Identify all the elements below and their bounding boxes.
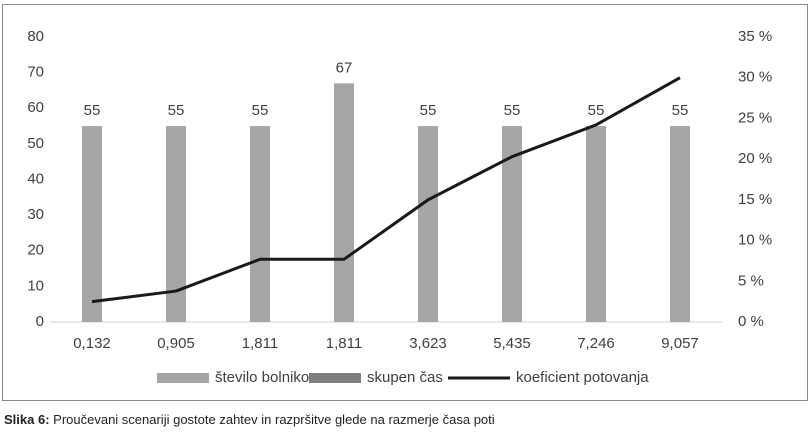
legend-label: skupen čas	[367, 369, 443, 386]
bar	[250, 126, 270, 322]
data-label: 55	[168, 102, 185, 119]
y-tick-label: 70	[27, 64, 44, 81]
data-label: 55	[252, 102, 269, 119]
y-tick-label: 50	[27, 135, 44, 152]
y2-tick-label: 20 %	[738, 150, 772, 167]
data-label: 55	[588, 102, 605, 119]
legend-label: število bolnikov	[215, 369, 317, 386]
y2-tick-label: 0 %	[738, 313, 764, 330]
legend-swatch	[157, 373, 209, 383]
chart-frame	[2, 4, 808, 401]
bar	[418, 126, 438, 322]
caption-text: Proučevani scenariji gostote zahtev in r…	[50, 412, 495, 427]
bar	[334, 83, 354, 322]
x-tick-label: 7,246	[577, 335, 615, 352]
y2-tick-label: 5 %	[738, 272, 764, 289]
data-label: 55	[84, 102, 101, 119]
x-tick-label: 1,811	[242, 335, 278, 352]
bar	[82, 126, 102, 322]
x-tick-label: 0,905	[157, 335, 195, 352]
caption-label: Slika 6:	[4, 412, 50, 427]
y2-tick-label: 15 %	[738, 191, 772, 208]
y-tick-label: 20	[27, 242, 44, 259]
y2-tick-label: 30 %	[738, 69, 772, 86]
x-tick-label: 1,811	[326, 335, 362, 352]
legend-label: koeficient potovanja	[516, 369, 649, 386]
x-tick-label: 0,132	[73, 335, 111, 352]
data-label: 55	[672, 102, 689, 119]
caption: Slika 6: Proučevani scenariji gostote za…	[4, 412, 495, 427]
bar	[670, 126, 690, 322]
x-tick-label: 9,057	[661, 335, 699, 352]
y2-tick-label: 25 %	[738, 109, 772, 126]
x-tick-label: 3,623	[409, 335, 447, 352]
bar	[502, 126, 522, 322]
line	[91, 76, 681, 304]
legend-swatch	[309, 373, 361, 383]
y-tick-label: 60	[27, 99, 44, 116]
bar	[166, 126, 186, 322]
y-tick-label: 10	[27, 277, 44, 294]
y-tick-label: 0	[36, 313, 44, 330]
y-tick-label: 30	[27, 206, 44, 223]
data-label: 55	[420, 102, 437, 119]
y2-tick-label: 35 %	[738, 28, 772, 45]
x-tick-label: 5,435	[493, 335, 531, 352]
y-tick-label: 40	[27, 170, 44, 187]
bar	[586, 126, 606, 322]
data-label: 67	[336, 59, 353, 76]
y-tick-label: 80	[27, 28, 44, 45]
y2-tick-label: 10 %	[738, 232, 772, 249]
data-label: 55	[504, 102, 521, 119]
